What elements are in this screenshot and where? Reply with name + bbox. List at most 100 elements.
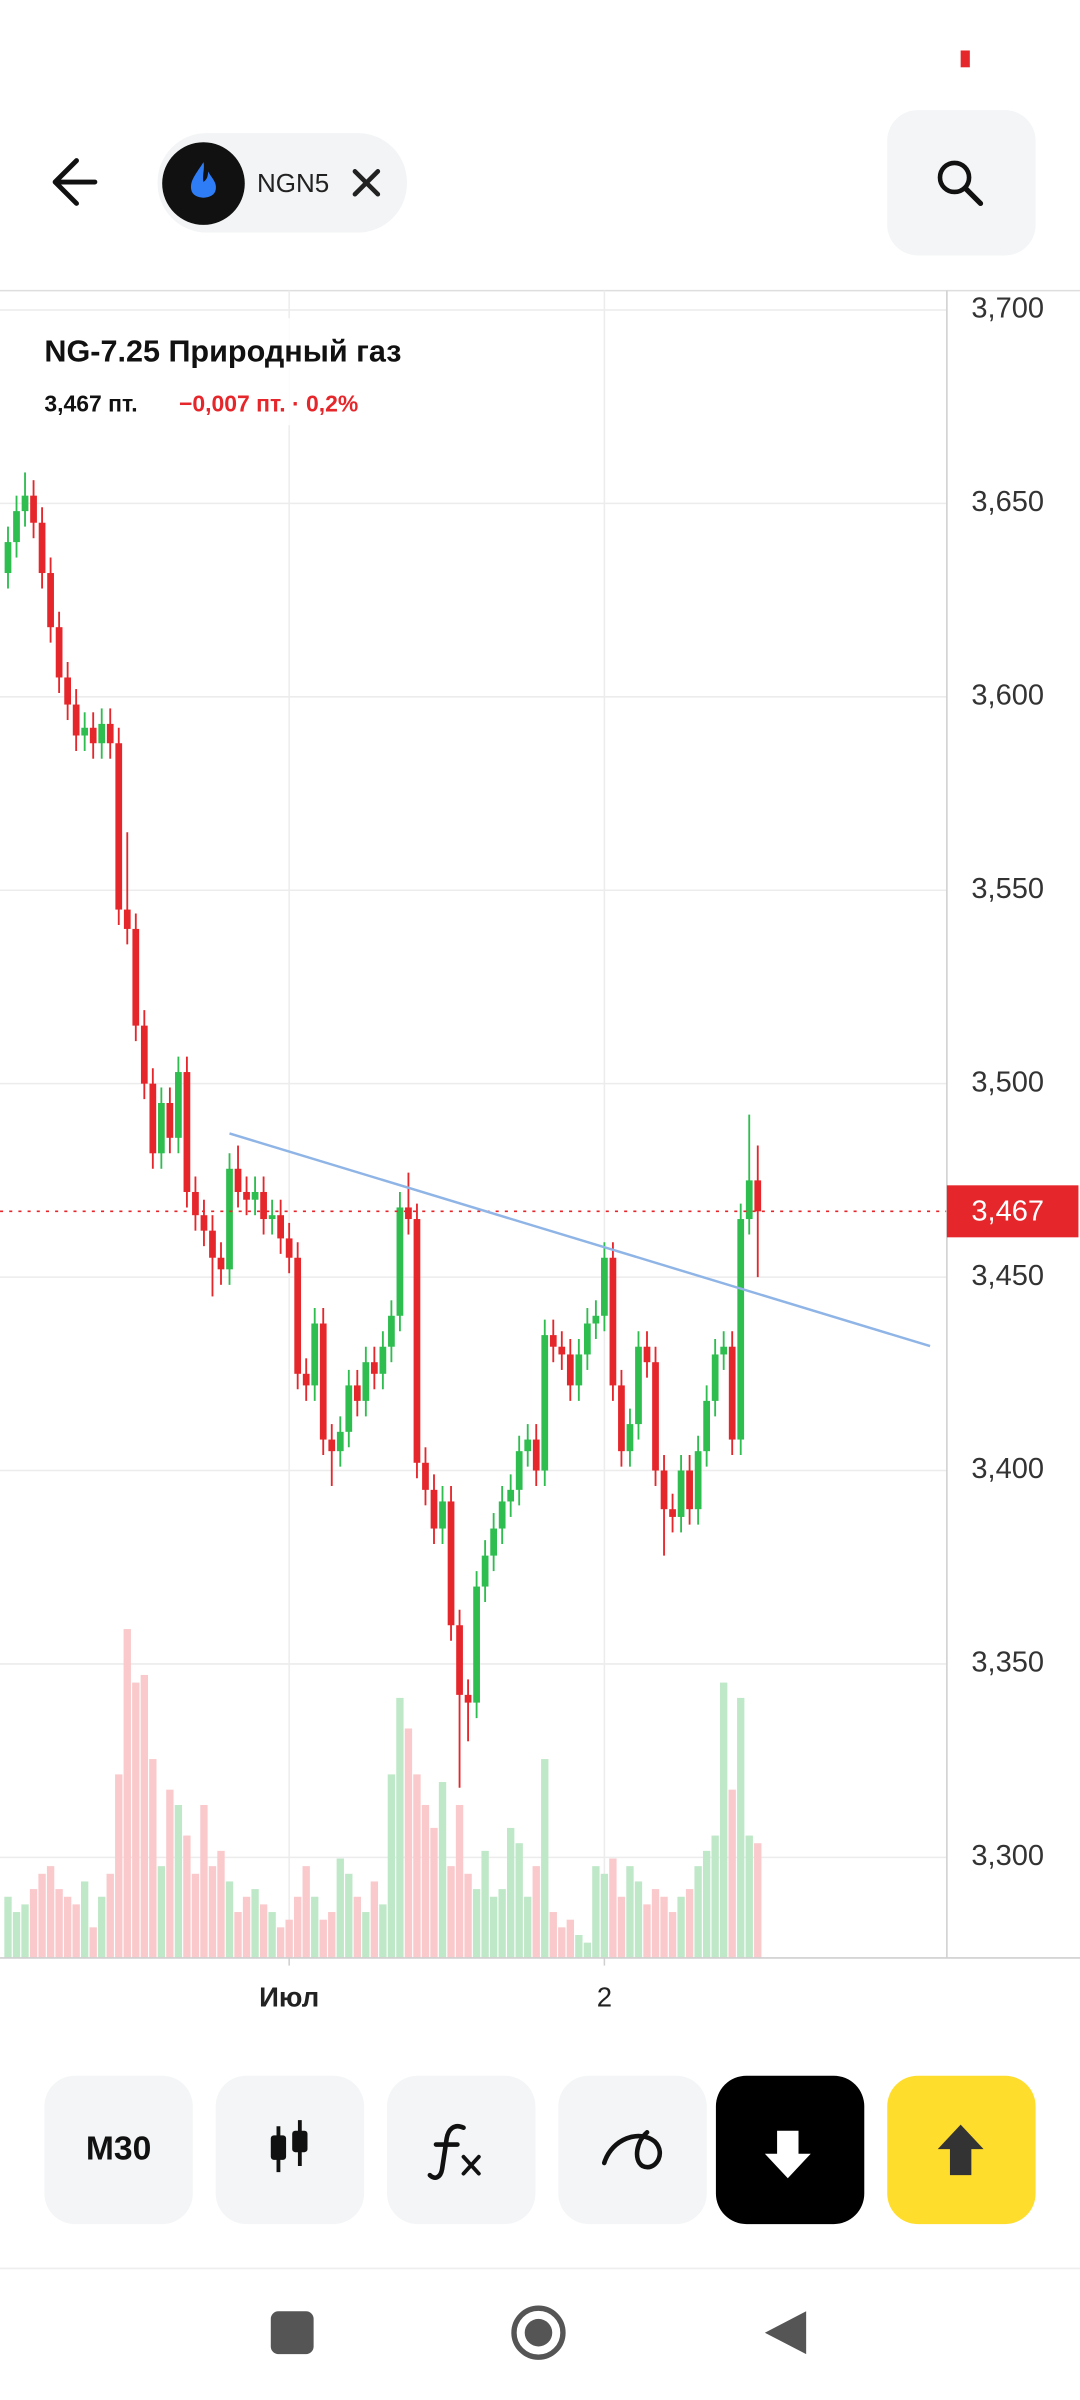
candle-body bbox=[720, 1346, 728, 1355]
volume-bar bbox=[38, 1873, 46, 1958]
remove-icon[interactable] bbox=[352, 169, 381, 197]
buy-button[interactable] bbox=[887, 2075, 1036, 2225]
volume-bar bbox=[626, 1866, 634, 1958]
volume-bar bbox=[106, 1873, 114, 1958]
volume-bar bbox=[609, 1858, 617, 1958]
y-tick-label: 3,500 bbox=[971, 1066, 1044, 1098]
last-price-label: 3,467 bbox=[971, 1196, 1044, 1228]
nav-home-dot bbox=[524, 2318, 553, 2347]
search-icon bbox=[937, 160, 972, 195]
candles-icon-body bbox=[270, 2135, 287, 2160]
drawing-button[interactable] bbox=[558, 2075, 707, 2225]
candle-body bbox=[132, 928, 140, 1026]
chart-type-button[interactable] bbox=[215, 2075, 365, 2225]
instrument-chip[interactable]: NGN5 bbox=[157, 133, 407, 233]
volume-bar bbox=[251, 1889, 259, 1958]
candle-body bbox=[55, 627, 63, 678]
change-text: −0,007 пт. · 0,2% bbox=[179, 390, 358, 416]
volume-bar bbox=[208, 1866, 217, 1958]
candle-body bbox=[311, 1323, 319, 1386]
candle-body bbox=[192, 1191, 199, 1216]
volume-bar bbox=[63, 1896, 72, 1958]
candle-body bbox=[507, 1489, 515, 1502]
nav-home[interactable] bbox=[511, 2305, 566, 2360]
candle-body bbox=[166, 1103, 174, 1138]
volume-bar bbox=[498, 1889, 506, 1958]
candle-body bbox=[200, 1215, 208, 1231]
volume-bar bbox=[370, 1881, 379, 1958]
candle-body bbox=[575, 1354, 583, 1386]
candle-body bbox=[260, 1191, 267, 1220]
candle-body bbox=[652, 1362, 659, 1471]
candle-body bbox=[157, 1103, 165, 1154]
y-tick-label: 3,300 bbox=[971, 1840, 1044, 1872]
volume-bar bbox=[489, 1896, 498, 1958]
status-indicator bbox=[960, 50, 970, 68]
candle-body bbox=[737, 1219, 745, 1440]
search-icon-handle bbox=[962, 185, 984, 207]
candle-body bbox=[677, 1470, 685, 1517]
candle-body bbox=[345, 1385, 353, 1432]
volume-bar bbox=[660, 1896, 668, 1958]
volume-bar bbox=[302, 1866, 310, 1958]
legend-backdrop bbox=[0, 318, 490, 426]
candle-body bbox=[728, 1346, 736, 1440]
candle-body bbox=[694, 1451, 702, 1510]
volume-bar bbox=[89, 1927, 97, 1958]
candle-body bbox=[549, 1335, 557, 1347]
volume-bar bbox=[413, 1774, 421, 1958]
back-button[interactable] bbox=[52, 158, 98, 206]
volume-bar bbox=[583, 1942, 592, 1958]
candle-body bbox=[592, 1315, 600, 1324]
volume-bar bbox=[285, 1919, 293, 1958]
volume-bar bbox=[294, 1896, 302, 1958]
interval-button[interactable]: M30 bbox=[44, 2075, 193, 2225]
volume-bar bbox=[336, 1858, 344, 1958]
candle-body bbox=[175, 1072, 182, 1138]
up-arrow bbox=[937, 2124, 984, 2176]
indicators-button[interactable] bbox=[387, 2075, 536, 2225]
candle-body bbox=[106, 723, 114, 744]
candle-body bbox=[268, 1215, 276, 1220]
volume-bar bbox=[481, 1850, 489, 1958]
volume-bar bbox=[404, 1728, 413, 1958]
volume-bar bbox=[396, 1697, 404, 1958]
y-tick-label: 3,550 bbox=[971, 873, 1044, 905]
candle-body bbox=[243, 1191, 250, 1200]
volume-bar bbox=[379, 1904, 387, 1958]
y-tick-label: 3,600 bbox=[971, 679, 1044, 711]
candle-body bbox=[745, 1180, 753, 1220]
nav-recents[interactable] bbox=[270, 2311, 314, 2355]
candle-body bbox=[711, 1354, 719, 1401]
candle-body bbox=[277, 1215, 284, 1239]
candle-body bbox=[660, 1470, 668, 1510]
candles-icon-body bbox=[292, 2130, 308, 2153]
y-tick-label: 3,650 bbox=[971, 486, 1044, 518]
search-button[interactable] bbox=[887, 110, 1036, 256]
volume-bar bbox=[149, 1759, 157, 1958]
candle-body bbox=[669, 1509, 676, 1517]
volume-bar bbox=[720, 1682, 728, 1958]
sell-button[interactable] bbox=[715, 2075, 865, 2225]
volume-bar bbox=[12, 1912, 21, 1958]
x-tick-label: 2 bbox=[597, 1982, 612, 2013]
candle-body bbox=[89, 727, 97, 744]
candle-body bbox=[532, 1439, 540, 1471]
volume-bar bbox=[387, 1774, 396, 1958]
volume-bar bbox=[225, 1881, 234, 1958]
candle-body bbox=[13, 511, 20, 543]
last-price-tag bbox=[946, 1185, 1079, 1238]
nav-back[interactable] bbox=[764, 2311, 807, 2355]
candle-body bbox=[302, 1373, 310, 1386]
candle-body bbox=[422, 1462, 429, 1490]
volume-bar bbox=[46, 1866, 55, 1958]
candle-body bbox=[251, 1191, 259, 1200]
volume-bar bbox=[174, 1804, 183, 1958]
candle-body bbox=[405, 1207, 412, 1220]
candle-body bbox=[524, 1439, 532, 1452]
drawing-icon bbox=[601, 2130, 662, 2170]
button-background bbox=[387, 2075, 536, 2225]
candle-body bbox=[609, 1257, 617, 1386]
volume-bar bbox=[524, 1896, 532, 1958]
